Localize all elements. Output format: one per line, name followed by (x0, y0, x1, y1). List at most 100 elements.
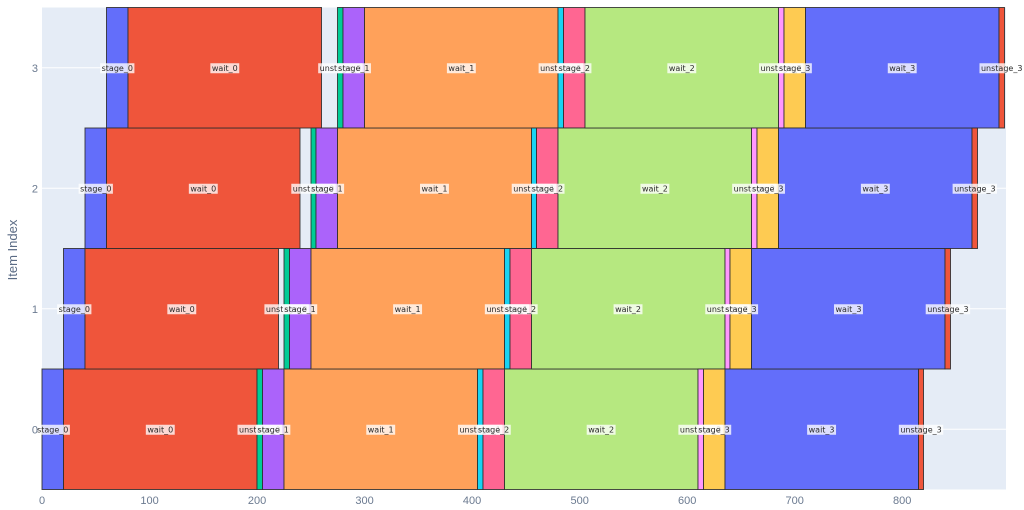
segment-label-background (476, 424, 511, 435)
y-axis-ticks: 0 1 2 3 (32, 63, 38, 437)
segment-label: unstage_3 (979, 63, 1024, 74)
segment-label: stage_0 (100, 63, 135, 74)
segment-label: wait_1 (446, 63, 476, 74)
segment-label: stage_1 (309, 183, 345, 194)
segment-label-background (777, 63, 812, 74)
segment-label-text: stage_2 (505, 305, 536, 314)
segment-label-text: stage_1 (311, 184, 342, 193)
segment-label-text: unstage_3 (927, 305, 968, 314)
segment-label-text: wait_0 (147, 425, 173, 434)
segment-label: stage_1 (256, 424, 291, 435)
y-tick-label: 3 (32, 63, 38, 75)
y-tick-label: 0 (32, 424, 38, 436)
segment-label-text: wait_2 (642, 184, 668, 193)
segment-label: wait_2 (640, 183, 670, 194)
segment-label-background (366, 424, 396, 435)
segment-label: wait_0 (167, 304, 197, 315)
segment-label-background (750, 183, 785, 194)
segment-label: wait_1 (420, 183, 449, 194)
x-tick-label: 500 (570, 495, 588, 507)
segment-label-background (898, 424, 944, 435)
segment-label-text: wait_2 (588, 425, 614, 434)
segment-label-text: stage_1 (338, 64, 369, 73)
segment-label: wait_3 (807, 424, 837, 435)
segment-labels: stage_0 stage_0 stage_0 stage_0 wait_0 wait_0… (35, 63, 1024, 435)
segment-label-text: stage_0 (59, 305, 90, 314)
y-axis-title: Item Index (5, 219, 20, 280)
segment-label: stage_0 (35, 424, 70, 435)
segment-label: unstage_3 (925, 304, 971, 315)
segment-label-background (503, 304, 538, 315)
segment-label-text: unstage_3 (954, 184, 995, 193)
segment-label-background (188, 183, 218, 194)
x-axis-ticks: 0 100 200 300 400 500 600 700 800 (39, 495, 911, 507)
segment-label-text: wait_1 (448, 64, 474, 73)
segment-label: wait_0 (210, 63, 240, 74)
segment-label-background (145, 424, 175, 435)
segment-label: stage_0 (78, 183, 113, 194)
segment-label: stage_3 (696, 424, 732, 435)
segment-label: stage_1 (282, 304, 318, 315)
segment-label-background (667, 63, 697, 74)
segment-label: wait_1 (393, 304, 423, 315)
x-tick-label: 0 (39, 495, 45, 507)
segment-label-background (210, 63, 240, 74)
segment-label: stage_2 (557, 63, 592, 74)
segment-label: stage_3 (777, 63, 812, 74)
segment-label-background (887, 63, 917, 74)
segment-label-background (35, 424, 70, 435)
segment-label-text: wait_1 (422, 184, 448, 193)
x-tick-label: 700 (786, 495, 804, 507)
x-tick-label: 100 (140, 495, 158, 507)
y-tick-label: 2 (32, 183, 38, 195)
segment-label-text: stage_3 (752, 184, 783, 193)
segment-label-background (256, 424, 291, 435)
segment-label: wait_1 (366, 424, 396, 435)
segment-label-text: wait_1 (368, 425, 394, 434)
segment-label: wait_0 (188, 183, 218, 194)
segment-label-text: wait_1 (395, 305, 421, 314)
segment-label-background (309, 183, 345, 194)
segment-label-text: stage_3 (779, 64, 810, 73)
segment-label-text: unstage_3 (981, 64, 1022, 73)
segment-label: wait_2 (586, 424, 616, 435)
segment-label-text: stage_2 (532, 184, 563, 193)
bars (41, 7, 1005, 490)
x-tick-label: 600 (678, 495, 696, 507)
segment-label-background (530, 183, 565, 194)
segment-label: wait_3 (887, 63, 917, 74)
segment-label-background (723, 304, 759, 315)
segment-label: wait_3 (834, 304, 863, 315)
y-tick-label: 1 (32, 304, 38, 316)
x-tick-label: 800 (893, 495, 911, 507)
segment-label: wait_0 (145, 424, 175, 435)
segment-label-text: stage_3 (698, 425, 729, 434)
segment-label-text: wait_3 (809, 425, 835, 434)
segment-label-text: wait_3 (862, 184, 888, 193)
segment-label-background (167, 304, 197, 315)
segment-label-background (557, 63, 592, 74)
segment-label-text: stage_1 (258, 425, 289, 434)
segment-label-background (613, 304, 643, 315)
segment-label-text: stage_0 (80, 184, 111, 193)
segment-label: unstage_3 (952, 183, 998, 194)
segment-label: stage_2 (530, 183, 565, 194)
segment-label-text: wait_3 (836, 305, 862, 314)
segment-label-text: wait_2 (669, 64, 695, 73)
segment-label: stage_3 (750, 183, 785, 194)
segment-label-background (696, 424, 732, 435)
segment-label-background (78, 183, 113, 194)
segment-label-text: stage_0 (37, 425, 68, 434)
segment-label-text: wait_0 (190, 184, 216, 193)
segment-label-text: stage_0 (102, 64, 133, 73)
segment-label-text: stage_3 (725, 305, 756, 314)
segment-label-text: stage_1 (284, 305, 315, 314)
x-tick-label: 300 (355, 495, 373, 507)
segment-label-background (807, 424, 837, 435)
segment-label: stage_2 (503, 304, 538, 315)
segment-label-text: wait_2 (615, 305, 641, 314)
segment-label-background (393, 304, 423, 315)
segment-label: stage_1 (336, 63, 371, 74)
segment-label-background (57, 304, 92, 315)
